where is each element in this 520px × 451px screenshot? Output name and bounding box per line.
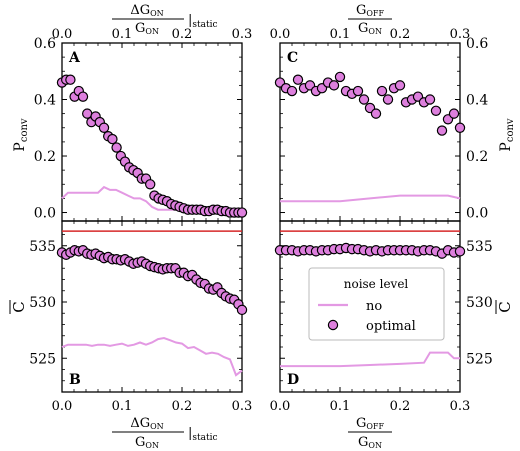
panel-a: A 0.0 0.1 0.2 0.3 0.0 0.2 0.4 0.6 [34,27,253,222]
svg-text:|static: |static [188,426,218,443]
data-point-optimal [352,85,364,97]
data-point-optimal [77,91,89,102]
x-tick-label: 0.0 [270,399,291,414]
legend-title: noise level [344,277,409,291]
x-tick-label: 0.1 [112,399,133,414]
left-bottom-x-axis-title: ΔGON GON |static [112,416,218,450]
data-point-optimal [382,94,394,105]
data-point-optimal [286,85,298,97]
left-top-y-axis-title: Pconv [12,118,30,151]
data-point-optimal [376,85,388,97]
svg-text:C: C [496,301,514,312]
x-tick-label: 0.3 [232,27,253,42]
data-point-optimal [292,74,304,85]
data-point-optimal [436,125,448,136]
data-point-optimal [107,133,118,145]
svg-text:ΔGON: ΔGON [130,416,163,431]
data-point-optimal [394,80,406,91]
x-tick-label: 0.0 [270,27,291,42]
x-tick-label: 0.0 [52,399,73,414]
right-bottom-y-axis-title: C [495,300,514,314]
data-point-optimal [334,71,346,83]
svg-text:GON: GON [135,435,159,450]
y-tick-label: 525 [466,351,493,367]
data-point-optimal [448,108,460,119]
y-tick-label: 0.0 [34,206,56,222]
series-line-no-noise [280,351,460,368]
y-tick-label: 0.2 [466,149,488,165]
x-tick-label: 0.2 [172,399,193,414]
panel-d-frame [279,220,461,393]
x-tick-label: 0.3 [450,27,471,42]
right-top-x-axis-title: GOFF GON [348,3,392,36]
x-tick-label: 0.2 [390,399,411,414]
x-tick-label: 0.1 [330,399,351,414]
y-tick-label: 525 [29,351,56,367]
y-tick-label: 0.6 [34,36,56,52]
x-tick-label: 0.0 [52,27,73,42]
y-tick-label: 535 [29,239,56,255]
panel-label-c: C [287,50,298,66]
legend-label-optimal: optimal [366,319,416,334]
svg-text:GON: GON [358,435,382,450]
svg-text:C: C [10,301,28,312]
legend-optimal-marker [327,319,339,331]
y-tick-label: 0.0 [466,206,488,222]
data-point-optimal [454,246,466,257]
right-top-y-axis-title: Pconv [498,118,516,151]
x-tick-label: 0.2 [390,27,411,42]
svg-text:|static: |static [188,13,218,30]
panel-label-d: D [287,372,299,388]
panel-b-frame [61,220,243,393]
y-tick-label: 530 [466,295,493,311]
x-tick-label: 0.3 [232,399,253,414]
y-tick-label: 530 [29,295,56,311]
x-tick-label: 0.2 [172,27,193,42]
data-point-optimal [144,179,156,190]
legend-box [308,267,445,341]
data-point-optimal [111,142,122,153]
x-tick-label: 0.1 [330,27,351,42]
panel-b: B 0.0 0.1 0.2 0.3 525 530 535 [29,220,253,414]
data-point-optimal [454,122,466,133]
svg-text:ΔGON: ΔGON [130,3,163,18]
data-point-optimal [358,94,370,105]
panel-c-frame [279,42,461,222]
data-point-optimal [236,304,248,316]
data-point-optimal [430,105,442,117]
panel-label-b: B [69,372,81,388]
series-line-no-noise [61,336,243,377]
data-point-optimal [236,207,248,218]
legend-label-no: no [366,299,382,314]
y-tick-label: 0.2 [34,149,56,165]
data-point-optimal [424,94,436,105]
x-tick-label: 0.3 [450,399,471,414]
y-tick-label: 0.4 [34,93,56,109]
svg-text:GOFF: GOFF [356,416,385,431]
y-tick-label: 0.4 [466,93,488,109]
svg-text:GON: GON [135,21,159,36]
right-bottom-x-axis-title: GOFF GON [348,416,392,450]
left-bottom-y-axis-title: C [9,300,28,314]
data-point-optimal [65,74,76,85]
data-point-optimal [370,108,382,119]
series-line-no-noise [280,194,461,203]
svg-text:GOFF: GOFF [356,3,385,18]
panel-label-a: A [68,50,81,66]
legend: noise level no optimal [308,267,445,341]
y-tick-label: 535 [466,239,493,255]
data-point-optimal [328,80,340,91]
x-tick-label: 0.1 [112,27,133,42]
svg-text:GON: GON [358,21,382,36]
left-top-x-axis-title: ΔGON GON |static [112,3,218,36]
panel-c: C 0.0 0.1 0.2 0.3 0.0 0.2 0.4 0.6 [270,27,488,222]
panel-d: D 0.0 0.1 0.2 0.3 525 530 535 [270,220,493,414]
y-tick-label: 0.6 [466,36,488,52]
data-point-optimal [98,122,110,133]
